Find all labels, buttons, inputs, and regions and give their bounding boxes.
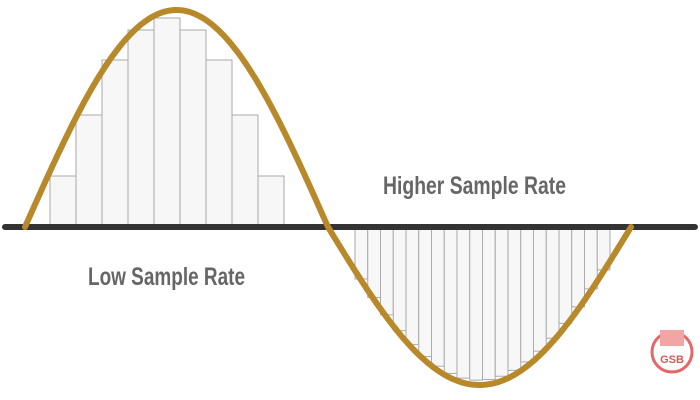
sample-bar xyxy=(380,226,394,316)
sample-bar xyxy=(571,226,585,308)
watermark: GSB xyxy=(650,330,694,374)
watermark-icon xyxy=(660,330,684,346)
sample-bar xyxy=(205,59,233,228)
high-rate-label: Higher Sample Rate xyxy=(383,172,566,200)
sample-bar xyxy=(49,175,77,228)
sample-bar xyxy=(431,226,445,367)
sample-bar xyxy=(443,226,458,374)
sample-bar xyxy=(418,226,432,358)
low-rate-samples xyxy=(49,17,285,228)
sample-bar xyxy=(392,226,407,332)
sample-bar xyxy=(405,226,420,346)
low-rate-label: Low Sample Rate xyxy=(88,263,245,291)
sample-bar xyxy=(101,59,129,228)
sample-bar xyxy=(179,29,207,228)
sample-bar xyxy=(257,175,285,228)
sample-bar xyxy=(469,226,483,381)
sample-bar xyxy=(482,226,496,381)
sample-bar xyxy=(507,226,522,371)
sample-bar xyxy=(558,226,573,324)
sample-bar xyxy=(367,226,381,299)
sample-bar xyxy=(533,226,547,352)
sample-bar xyxy=(520,226,534,363)
sine-wave xyxy=(22,7,634,388)
sample-bar xyxy=(494,226,509,377)
sample-bar xyxy=(75,114,103,228)
watermark-logo: GSB xyxy=(660,354,684,366)
high-rate-samples xyxy=(354,226,611,381)
sample-bar xyxy=(456,226,471,379)
sample-bar xyxy=(153,17,181,228)
sample-bar xyxy=(127,29,155,228)
sample-bar xyxy=(231,114,259,228)
sample-bar xyxy=(545,226,560,339)
